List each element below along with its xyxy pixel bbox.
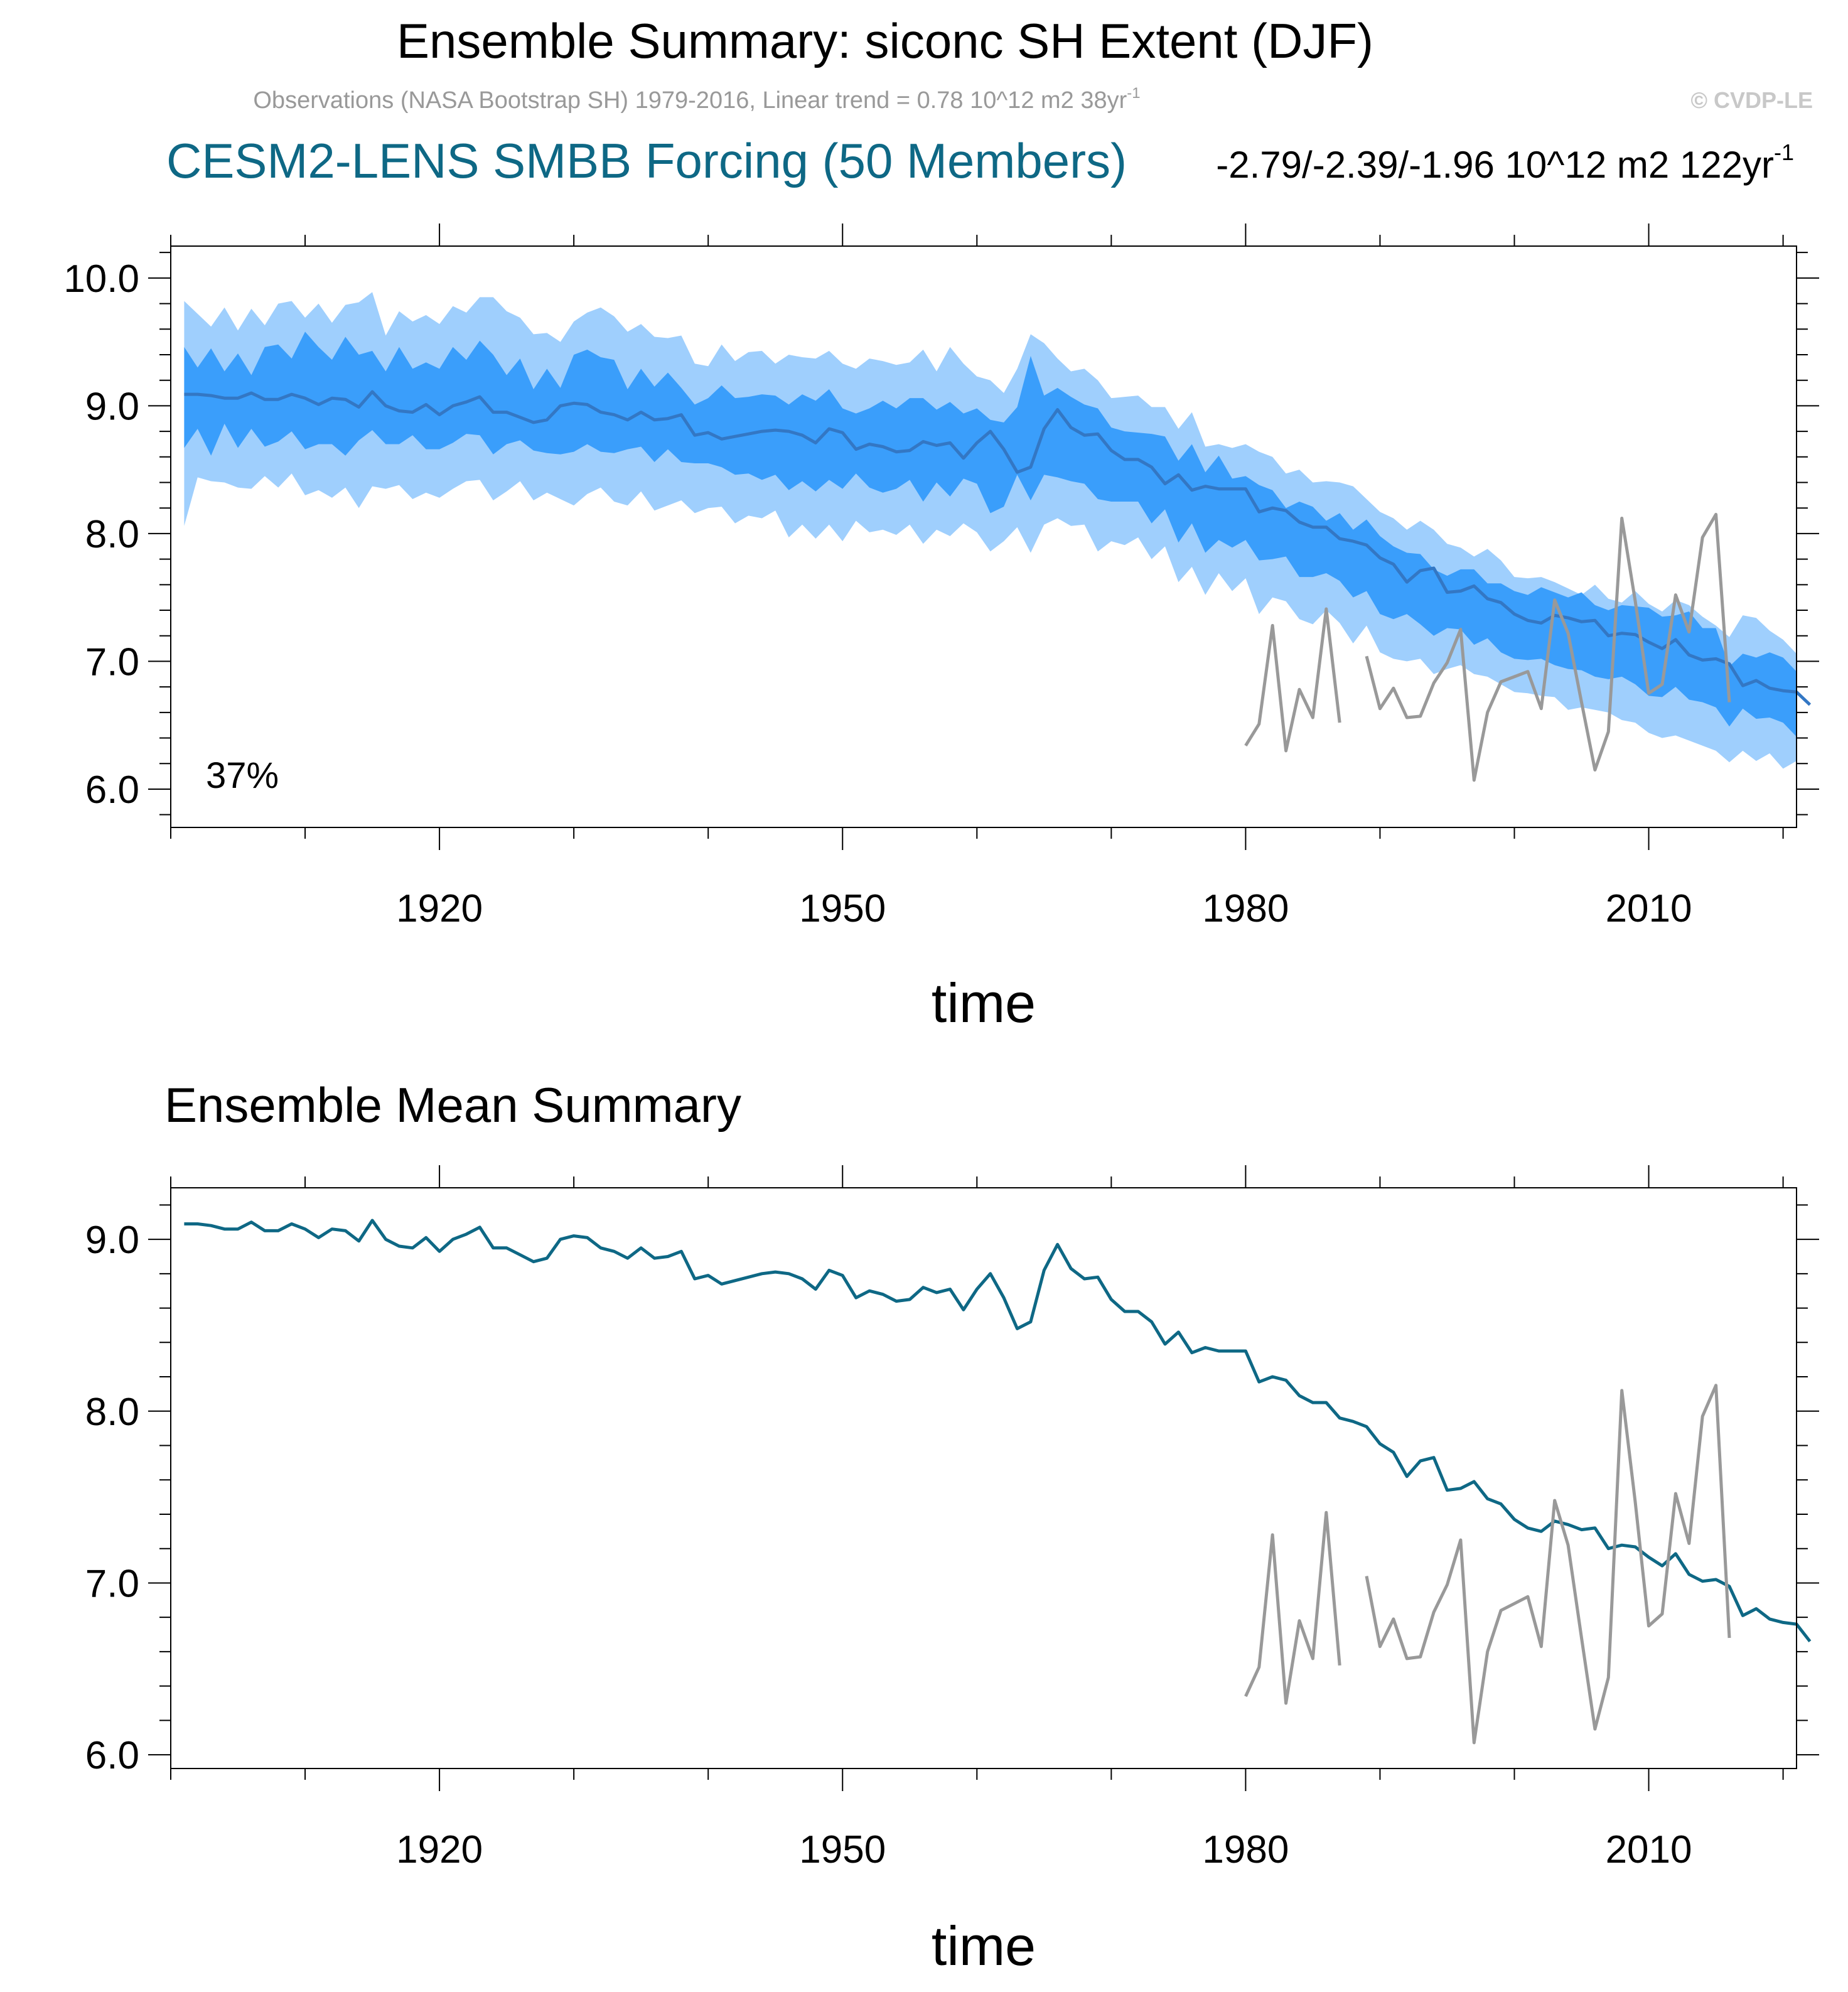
band-10-90-percentile: [184, 331, 1797, 737]
x-tick-label: 1980: [1202, 887, 1289, 930]
y-tick-label: 7.0: [85, 640, 139, 684]
ensemble-summary-ticks: 1920 1950 1980 2010 6.0 7.0 8.0 9.0 10.0: [63, 223, 1819, 930]
ensemble-mean-x-label: time: [932, 1915, 1036, 1977]
x-tick-label: 2010: [1606, 887, 1692, 930]
ensemble-mean-line: [184, 1219, 1812, 1643]
model-trend-text: -2.79/-2.39/-1.96 10^12 m2 122yr: [1216, 144, 1774, 186]
ensemble-summary-panel: 1920 1950 1980 2010 6.0 7.0 8.0 9.0 10.0 37% tim…: [63, 223, 1819, 1034]
x-tick-label: 1950: [799, 1828, 886, 1871]
model-trend: -2.79/-2.39/-1.96 10^12 m2 122yr-1: [1216, 139, 1794, 186]
y-tick-label: 9.0: [85, 385, 139, 428]
ensemble-mean-ticks: 1920 1950 1980 2010 6.0 7.0 8.0 9.0: [85, 1165, 1819, 1871]
x-tick-label: 1920: [396, 1828, 483, 1871]
observations-note-sup: -1: [1127, 85, 1140, 102]
model-label: CESM2-LENS SMBB Forcing (50 Members): [166, 133, 1127, 188]
y-tick-label: 7.0: [85, 1562, 139, 1605]
y-tick-label: 8.0: [85, 1391, 139, 1434]
y-tick-label: 6.0: [85, 768, 139, 812]
x-tick-label: 1950: [799, 887, 886, 930]
x-tick-label: 1920: [396, 887, 483, 930]
observations-note-text: Observations (NASA Bootstrap SH) 1979-20…: [253, 87, 1127, 114]
ensemble-mean-plot-frame: [170, 1187, 1797, 1769]
ensemble-mean-panel: Ensemble Mean Summary 1920 1950 1980 2010 6.…: [85, 1077, 1819, 1977]
y-tick-label: 8.0: [85, 513, 139, 556]
x-tick-label: 2010: [1606, 1828, 1692, 1871]
ensemble-summary-annotation: 37%: [206, 755, 279, 796]
y-tick-label: 9.0: [85, 1219, 139, 1262]
observations-note: Observations (NASA Bootstrap SH) 1979-20…: [253, 85, 1140, 114]
y-tick-label: 6.0: [85, 1734, 139, 1777]
ensemble-mean-line: [184, 390, 1812, 706]
ensemble-summary-plot-frame: [170, 245, 1797, 828]
credit-label: © CVDP-LE: [1690, 87, 1813, 113]
ensemble-summary-x-label: time: [932, 972, 1036, 1034]
ensemble-summary-marks: [184, 292, 1812, 782]
figure-title: Ensemble Summary: siconc SH Extent (DJF): [397, 13, 1373, 68]
x-tick-label: 1980: [1202, 1828, 1289, 1871]
observations-line: [1244, 512, 1731, 782]
y-tick-label: 10.0: [63, 257, 139, 301]
ensemble-mean-marks: [184, 1219, 1812, 1745]
observations-line: [1244, 1384, 1731, 1745]
model-trend-sup: -1: [1774, 139, 1794, 165]
ensemble-mean-title: Ensemble Mean Summary: [164, 1077, 741, 1133]
